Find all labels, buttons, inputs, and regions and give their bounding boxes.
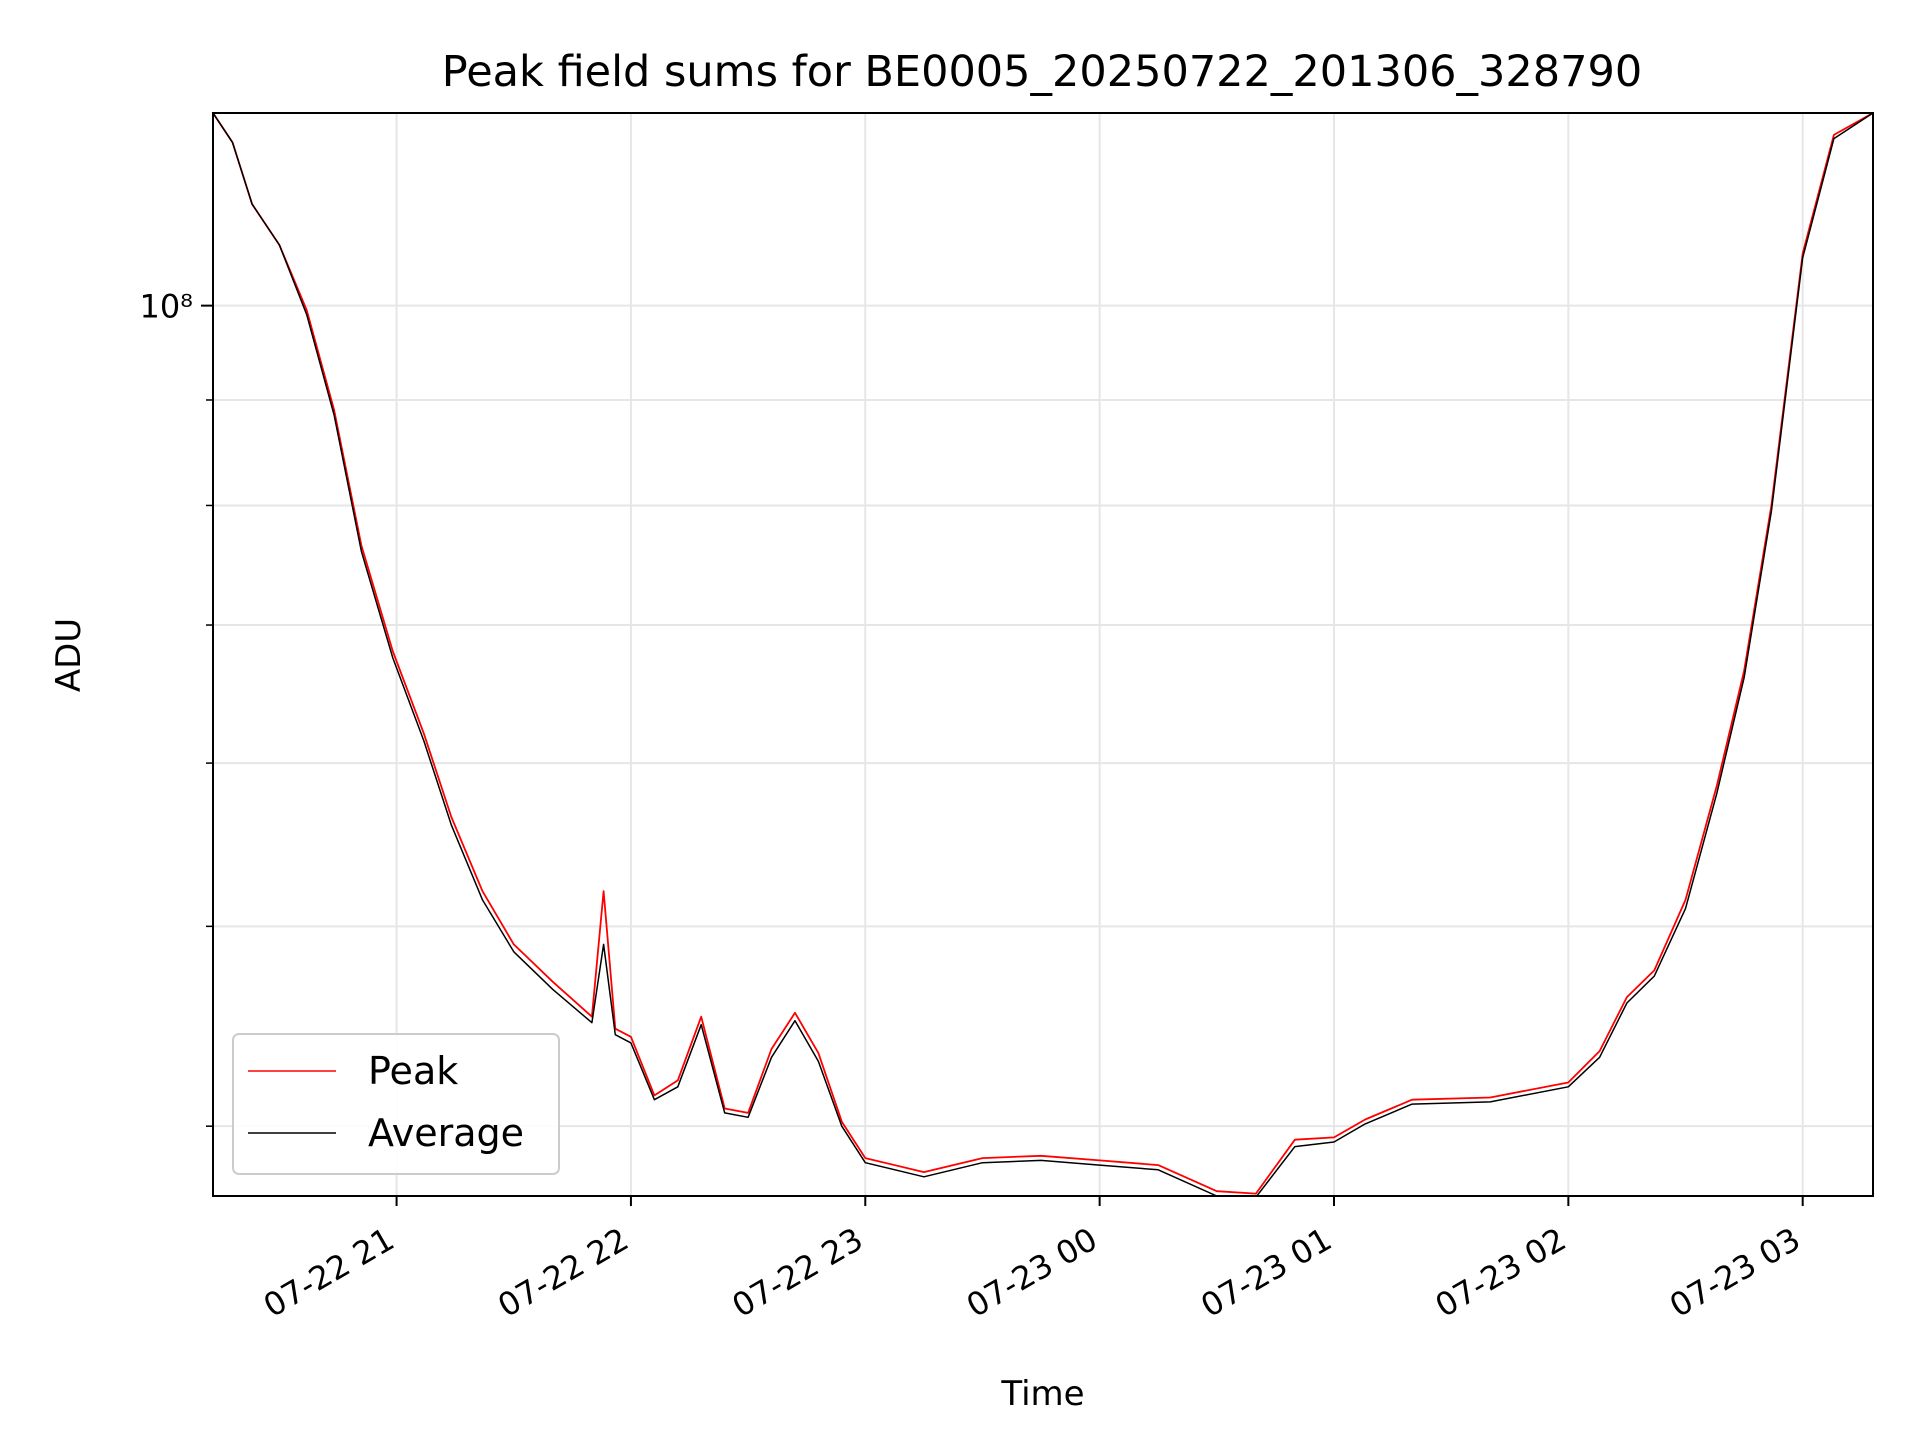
grid <box>213 113 1873 1196</box>
legend-box <box>232 1033 560 1175</box>
legend-label-peak: Peak <box>368 1049 458 1093</box>
y-axis-title: ADU <box>49 618 89 692</box>
series-line-average <box>213 113 1873 1196</box>
series-line-peak <box>213 113 1873 1195</box>
legend: Peak Average <box>232 1033 560 1175</box>
chart-title: Peak field sums for BE0005_20250722_2013… <box>442 47 1642 97</box>
legend-label-average: Average <box>368 1111 524 1155</box>
series-layer <box>213 113 1873 1196</box>
y-axis: 10⁸ <box>139 288 213 1127</box>
x-axis-title: Time <box>1000 1374 1084 1414</box>
y-tick-label: 10⁸ <box>139 288 193 326</box>
plot-area-frame <box>212 112 1874 1197</box>
